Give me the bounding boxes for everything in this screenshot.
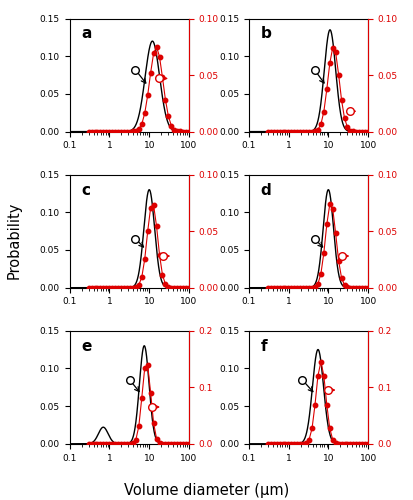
Text: b: b [261, 26, 272, 42]
Text: Probability: Probability [6, 202, 21, 278]
Text: f: f [261, 338, 267, 353]
Text: Volume diameter (μm): Volume diameter (μm) [124, 482, 289, 498]
Text: a: a [82, 26, 92, 42]
Text: e: e [82, 338, 92, 353]
Text: c: c [82, 182, 90, 198]
Text: d: d [261, 182, 271, 198]
